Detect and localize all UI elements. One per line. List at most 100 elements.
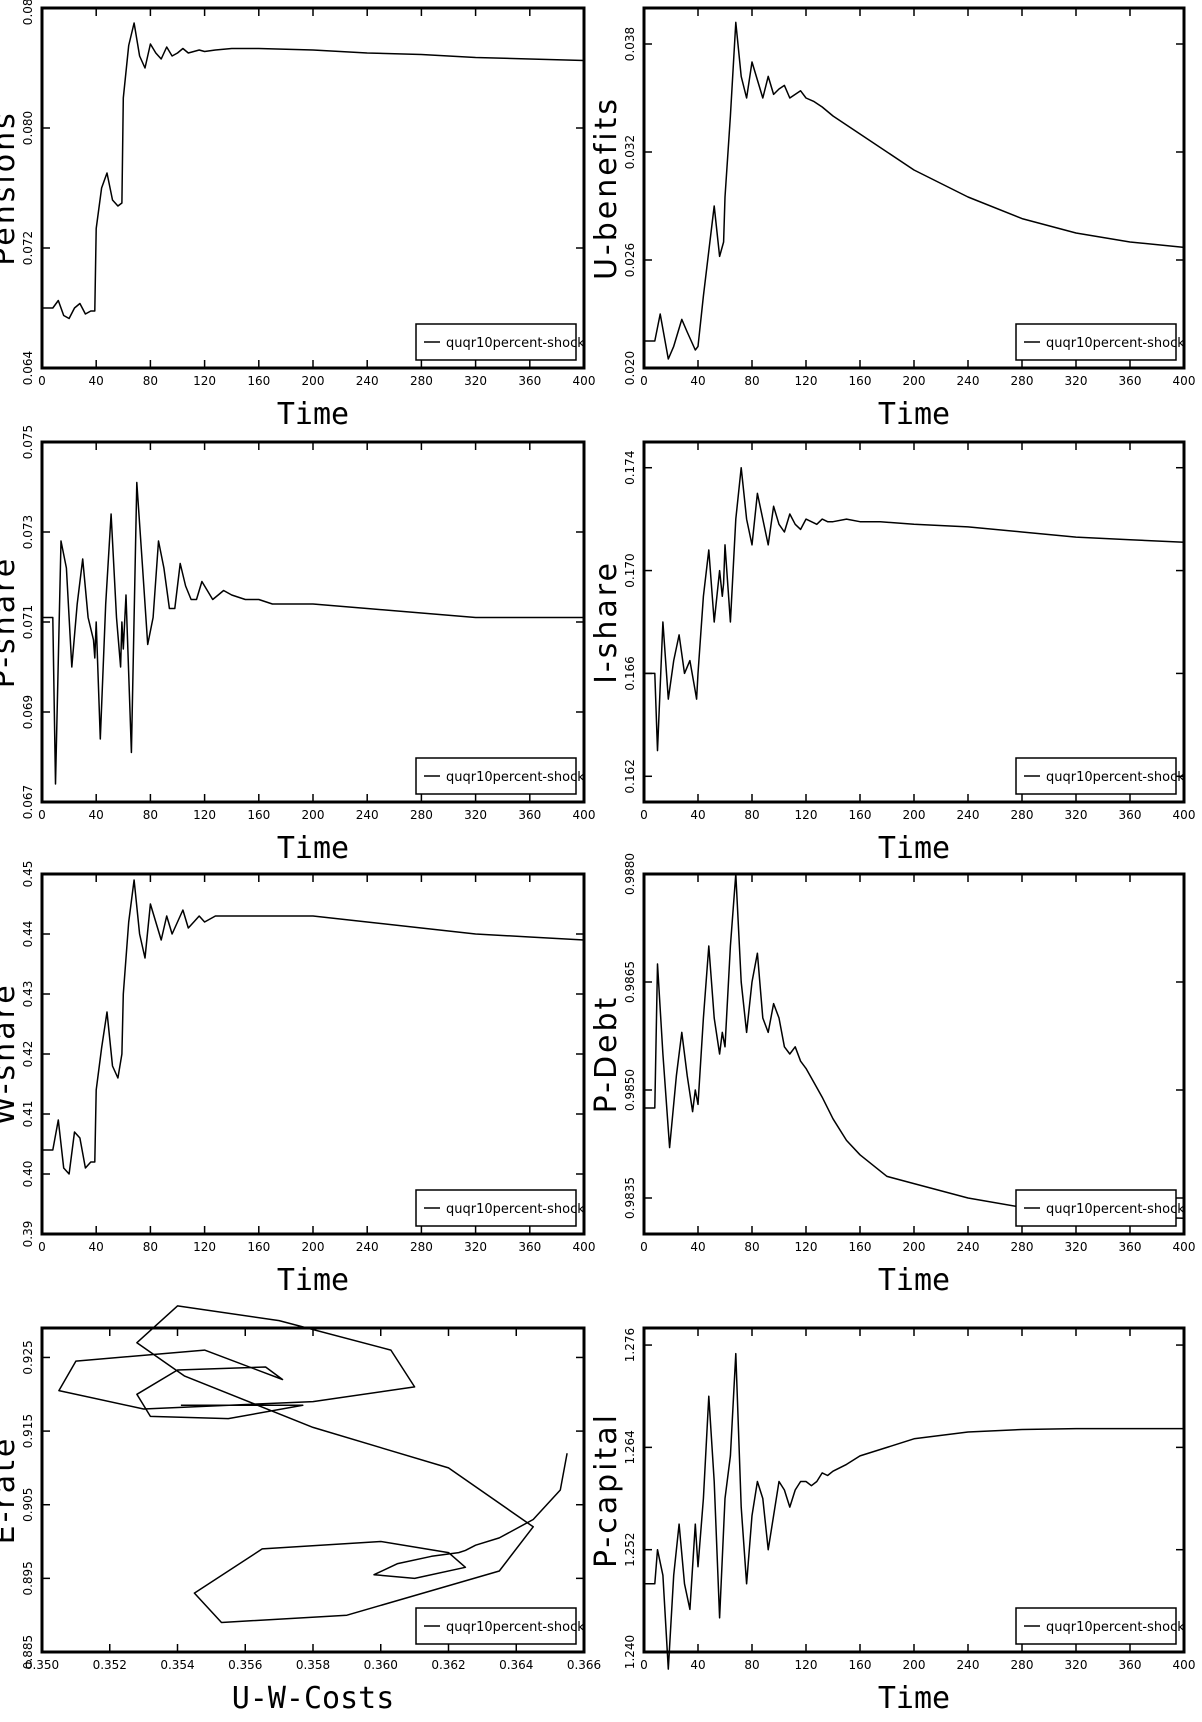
y-tick-label: 0.071 xyxy=(21,605,35,639)
legend-box xyxy=(415,323,577,361)
y-tick-label: 0.069 xyxy=(21,695,35,729)
x-tick-label: 160 xyxy=(247,374,270,388)
y-tick-label: 0.44 xyxy=(21,921,35,948)
y-tick-label: 0.39 xyxy=(21,1221,35,1248)
x-tick-label: 200 xyxy=(302,1240,325,1254)
x-tick-label: 280 xyxy=(1011,808,1034,822)
legend-box xyxy=(1015,323,1177,361)
y-tick-label: 0.072 xyxy=(21,231,35,265)
x-tick-label: 0.362 xyxy=(431,1658,465,1672)
series-line-0 xyxy=(644,21,1185,360)
y-tick-label: 0.43 xyxy=(21,981,35,1008)
x-tick-label: 80 xyxy=(744,374,759,388)
series-line-0 xyxy=(644,466,1185,752)
y-tick-label: 0.166 xyxy=(623,656,637,690)
y-tick-label: 0.925 xyxy=(21,1340,35,1374)
chart-panel-u-benefits: 0 40 80 120 160 200 240 280 320 360 400 0.020 0.026 0… xyxy=(589,6,1195,432)
y-axis-label: P-capital xyxy=(589,1412,624,1568)
y-tick-label: 0.40 xyxy=(21,1161,35,1188)
chart-panel-p-share: 0 40 80 120 160 200 240 280 320 360 400 0.067 0.069 0… xyxy=(0,425,595,866)
x-tick-label: 0 xyxy=(640,808,648,822)
y-tick-label: 0.174 xyxy=(623,451,637,485)
x-axis-label: Time xyxy=(878,831,950,866)
plot-frame xyxy=(642,1326,1186,1654)
x-tick-label: 280 xyxy=(410,374,433,388)
x-tick-label: 160 xyxy=(849,1240,872,1254)
chart-panel-pensions: 0 40 80 120 160 200 240 280 320 360 400 0.064 0.072 0… xyxy=(0,0,595,432)
x-tick-label: 240 xyxy=(957,1658,980,1672)
y-tick-label: 1.252 xyxy=(623,1533,637,1567)
x-tick-label: 120 xyxy=(795,1658,818,1672)
x-tick-label: 80 xyxy=(744,1658,759,1672)
x-tick-label: 40 xyxy=(690,1658,705,1672)
legend: quqr10percent-shock xyxy=(1015,1189,1185,1227)
x-tick-label: 280 xyxy=(410,808,433,822)
legend-label: quqr10percent-shock xyxy=(446,770,585,785)
y-tick-label: 0.026 xyxy=(623,243,637,277)
y-tick-label: 0.9880 xyxy=(623,853,637,895)
plot-frame xyxy=(40,872,586,1236)
x-tick-label: 0.356 xyxy=(228,1658,262,1672)
x-tick-label: 80 xyxy=(744,1240,759,1254)
x-tick-label: 40 xyxy=(89,1240,104,1254)
x-tick-label: 160 xyxy=(247,808,270,822)
legend: quqr10percent-shock xyxy=(415,757,585,795)
x-tick-label: 200 xyxy=(903,374,926,388)
legend-label: quqr10percent-shock xyxy=(446,336,585,351)
series-line-0 xyxy=(644,1352,1184,1670)
plot-frame xyxy=(642,872,1186,1236)
x-tick-label: 320 xyxy=(1065,1240,1088,1254)
x-axis-label: Time xyxy=(277,831,349,866)
x-tick-label: 320 xyxy=(1065,808,1088,822)
x-tick-label: 0.366 xyxy=(567,1658,601,1672)
x-tick-label: 280 xyxy=(1011,1240,1034,1254)
x-tick-label: 80 xyxy=(143,1240,158,1254)
y-tick-label: 1.240 xyxy=(623,1635,637,1669)
legend: quqr10percent-shock xyxy=(415,323,585,361)
y-tick-label: 0.9835 xyxy=(623,1177,637,1219)
y-tick-label: 0.42 xyxy=(21,1041,35,1068)
x-tick-label: 360 xyxy=(518,1240,541,1254)
series-line-0 xyxy=(58,1305,568,1624)
x-tick-label: 0 xyxy=(640,1658,648,1672)
legend-label: quqr10percent-shock xyxy=(446,1620,585,1635)
series-line-0 xyxy=(42,481,584,785)
x-tick-label: 0 xyxy=(640,374,648,388)
x-tick-label: 400 xyxy=(573,1240,596,1254)
x-tick-label: 0 xyxy=(38,808,46,822)
legend: quqr10percent-shock xyxy=(1015,1607,1185,1645)
x-axis-label: Time xyxy=(277,1263,349,1298)
x-tick-label: 120 xyxy=(193,808,216,822)
y-tick-label: 0.032 xyxy=(623,135,637,169)
y-tick-label: 1.264 xyxy=(623,1430,637,1464)
x-tick-label: 200 xyxy=(302,374,325,388)
legend: quqr10percent-shock xyxy=(415,1607,585,1645)
x-tick-label: 240 xyxy=(356,1240,379,1254)
x-axis-label: Time xyxy=(878,1681,950,1716)
y-axis-label: P-Debt xyxy=(589,995,624,1114)
y-tick-label: 0.075 xyxy=(21,425,35,459)
y-tick-label: 0.905 xyxy=(21,1488,35,1522)
x-tick-label: 0.354 xyxy=(160,1658,194,1672)
x-tick-label: 200 xyxy=(903,808,926,822)
x-tick-label: 160 xyxy=(849,374,872,388)
x-tick-label: 240 xyxy=(957,808,980,822)
x-tick-label: 40 xyxy=(690,1240,705,1254)
chart-panel-i-share: 0 40 80 120 160 200 240 280 320 360 400 0.162 0.166 0… xyxy=(589,440,1195,866)
series-line-0 xyxy=(42,879,585,1175)
x-tick-label: 320 xyxy=(1065,1658,1088,1672)
series-line-0 xyxy=(644,873,1185,1219)
x-axis-label: Time xyxy=(277,397,349,432)
x-tick-label: 0.352 xyxy=(93,1658,127,1672)
x-axis-label: Time xyxy=(878,1263,950,1298)
x-tick-label: 280 xyxy=(410,1240,433,1254)
x-tick-label: 40 xyxy=(690,374,705,388)
y-axis-label: W-share xyxy=(0,982,22,1125)
x-tick-label: 120 xyxy=(795,374,818,388)
x-tick-label: 240 xyxy=(356,374,379,388)
x-tick-label: 280 xyxy=(1011,1658,1034,1672)
plot-frame xyxy=(642,440,1186,804)
x-tick-label: 400 xyxy=(573,808,596,822)
y-tick-label: 0.038 xyxy=(623,27,637,61)
x-tick-label: 320 xyxy=(464,808,487,822)
